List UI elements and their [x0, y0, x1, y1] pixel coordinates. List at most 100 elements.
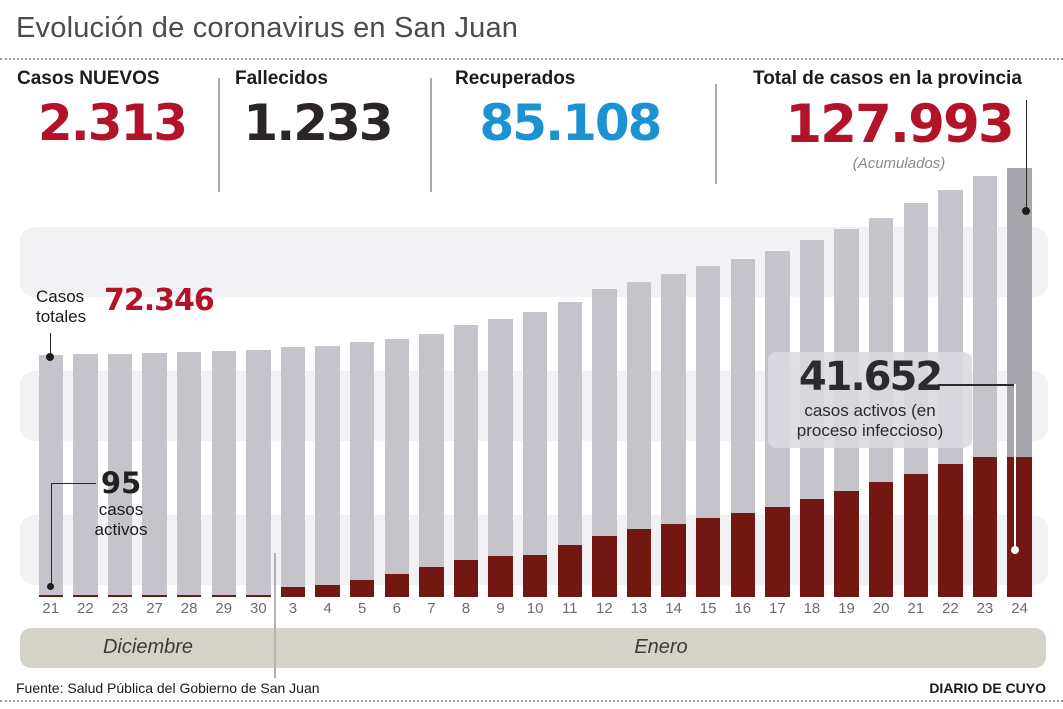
- bar-total-ene-4: [315, 345, 340, 597]
- stat-divider: [430, 78, 432, 192]
- x-tick-label: 4: [323, 600, 332, 617]
- x-tick-label: 10: [526, 600, 544, 617]
- annotation-label: Casos totales: [36, 287, 87, 326]
- bar-active-ene-16: [730, 513, 755, 597]
- bar-active-dic-21: [38, 595, 63, 597]
- month-label-diciembre: Diciembre: [102, 636, 194, 658]
- bar-active-dic-23: [107, 595, 133, 597]
- x-tick-label: 5: [357, 600, 367, 617]
- x-tick-label: 15: [699, 600, 717, 617]
- x-tick-label: 30: [250, 600, 267, 617]
- bar-total-ene-3: [280, 347, 306, 597]
- x-tick-label: 21: [907, 600, 925, 617]
- stat-value: 127.993: [785, 94, 1014, 155]
- bar-total-dic-30: [246, 349, 271, 597]
- bar-total-ene-10: [522, 312, 548, 597]
- stat-label: Total de casos en la provincia: [753, 68, 1022, 89]
- bar-active-ene-17: [765, 506, 790, 597]
- x-tick-label: 29: [215, 600, 233, 617]
- bar-active-ene-7: [419, 566, 444, 597]
- stat-recuperados: Recuperados 85.108: [455, 68, 685, 152]
- x-tick-label: 9: [496, 600, 505, 617]
- callout-dot: [1022, 207, 1030, 215]
- x-tick-label: 19: [838, 600, 855, 617]
- bar-total-ene-6: [384, 339, 409, 597]
- callout-dot: [47, 583, 54, 590]
- bar-active-ene-10: [522, 554, 548, 597]
- annotation-casos-totales: Casos totales 72.346: [36, 283, 215, 326]
- bar-total-dic-27: [142, 352, 167, 597]
- stat-note: (Acumulados): [852, 155, 946, 172]
- month-label-enero: Enero: [634, 636, 688, 658]
- x-tick-label: 27: [146, 600, 163, 617]
- x-tick-label: 17: [769, 600, 786, 617]
- stat-value: 85.108: [479, 94, 663, 152]
- x-tick-label: 16: [734, 600, 752, 617]
- x-tick-label: 23: [111, 600, 129, 617]
- x-tick-label: 22: [77, 600, 94, 617]
- x-axis-labels: 21 22 23 27 28 29 30 3 4 5 6 7 8 9 10 11 12 13 14 15 16 17 18 1…: [0, 600, 1063, 620]
- bar-active-ene-13: [626, 528, 652, 597]
- stat-value: 1.233: [243, 94, 393, 152]
- bar-active-ene-4: [315, 584, 340, 597]
- x-tick-label: 23: [976, 600, 994, 617]
- x-tick-label: 21: [42, 600, 60, 617]
- bar-active-ene-22: [938, 463, 963, 597]
- bar-active-dic-22: [73, 595, 98, 597]
- callout-line: [1026, 100, 1027, 211]
- bar-active-ene-14: [661, 523, 686, 597]
- bar-active-ene-5: [349, 579, 375, 597]
- bar-active-dic-30: [246, 594, 271, 597]
- callout-line: [50, 333, 51, 357]
- stat-fallecidos: Fallecidos 1.233: [235, 68, 400, 152]
- bar-total-ene-7: [419, 333, 444, 597]
- stat-total-provincia: Total de casos en la provincia 127.993 (…: [753, 68, 1045, 172]
- annotation-label: casos activos: [94, 500, 148, 539]
- bottom-dotted-rule: [0, 700, 1063, 702]
- bar-active-ene-9: [488, 556, 513, 597]
- x-tick-label: 28: [180, 600, 198, 617]
- callout-dot: [1011, 546, 1019, 554]
- stat-label: Fallecidos: [235, 68, 328, 89]
- bar-total-ene-8: [453, 325, 479, 597]
- bar-active-ene-24: [1007, 457, 1032, 597]
- stat-casos-nuevos: Casos NUEVOS 2.313: [17, 68, 207, 152]
- top-dotted-rule: [0, 58, 1063, 60]
- bar-active-ene-11: [557, 544, 582, 597]
- callout-line: [1014, 384, 1016, 550]
- footer-credit: DIARIO DE CUYO: [929, 680, 1046, 696]
- bar-total-dic-21: [38, 354, 63, 597]
- stat-label: Casos NUEVOS: [17, 68, 160, 89]
- bar-active-ene-21: [903, 474, 928, 597]
- stat-label: Recuperados: [455, 68, 576, 89]
- bar-active-ene-19: [834, 491, 859, 597]
- x-tick-label: 7: [427, 600, 436, 617]
- x-tick-label: 24: [1011, 600, 1028, 617]
- bar-active-dic-28: [176, 595, 202, 597]
- callout-line: [51, 483, 52, 587]
- bar-active-ene-12: [592, 535, 617, 597]
- page-title: Evolución de coronavirus en San Juan: [16, 12, 519, 44]
- bar-total-dic-28: [176, 352, 202, 597]
- month-band: [20, 628, 1046, 668]
- bar-active-ene-23: [972, 456, 998, 597]
- annotation-value: 41.652: [798, 354, 943, 400]
- x-tick-label: 13: [630, 600, 648, 617]
- bar-total-ene-9: [488, 319, 513, 597]
- x-tick-label: 8: [461, 600, 471, 617]
- annotation-value: 95: [100, 466, 142, 500]
- bar-active-ene-15: [695, 517, 721, 597]
- bar-total-ene-5: [349, 341, 375, 597]
- bar-total-dic-29: [211, 350, 236, 597]
- bar-active-dic-27: [142, 595, 167, 597]
- x-tick-label: 3: [288, 600, 298, 617]
- bar-active-dic-29: [211, 595, 236, 597]
- footer-source: Fuente: Salud Pública del Gobierno de Sa…: [16, 680, 320, 696]
- x-tick-label: 14: [665, 600, 682, 617]
- callout-dot: [46, 353, 54, 361]
- bar-total-dic-23: [107, 353, 133, 597]
- bar-active-ene-8: [453, 560, 479, 597]
- stat-divider: [715, 84, 717, 184]
- x-tick-label: 11: [561, 600, 578, 617]
